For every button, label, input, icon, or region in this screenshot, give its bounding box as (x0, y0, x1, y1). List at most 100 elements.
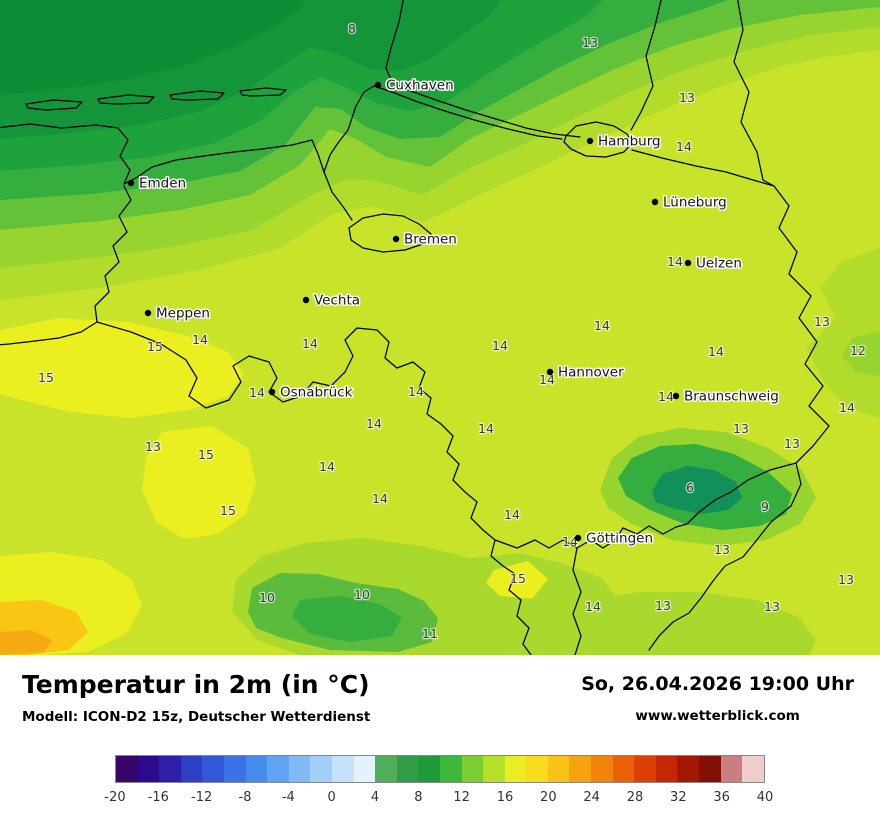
temperature-value: 13 (582, 35, 598, 50)
temperature-value: 14 (319, 459, 335, 474)
city-label: Hamburg (598, 134, 661, 150)
region-13c-east (806, 248, 880, 418)
legend-tick-label: 28 (626, 789, 644, 805)
border-schleswig-holstein-east (630, 0, 662, 131)
legend-color-cell (591, 755, 613, 782)
border-harz (675, 462, 797, 528)
city-dot (144, 309, 152, 317)
legend-color-cell (223, 755, 246, 782)
legend-tick-label: -20 (104, 789, 126, 805)
legend-tick-label: 0 (327, 789, 336, 805)
temperature-value: 14 (302, 336, 318, 351)
city-marker-uelzen: Uelzen (684, 254, 743, 273)
legend-color-cell (699, 755, 721, 782)
city-label: Vechta (314, 293, 360, 309)
legend-color-cell (310, 755, 332, 782)
legend-tick-label: -16 (147, 789, 169, 805)
legend-color-cell (245, 755, 268, 782)
temperature-value: 12 (850, 343, 866, 358)
city-markers-layer: Cuxhaven Emden Hamburg Lüneburg Bremen Uelzen… (127, 76, 780, 548)
temperature-value: 14 (408, 384, 424, 399)
region-9c-south (292, 596, 402, 642)
legend-tick-label: 36 (713, 789, 730, 805)
legend-color-cell (288, 755, 311, 782)
island-1 (25, 99, 83, 111)
city-marker-hannover: Hannover (546, 363, 626, 382)
legend-color-cell (267, 755, 289, 782)
legend-tick-label: 24 (583, 789, 600, 805)
temperature-value: 10 (354, 587, 370, 602)
border-weser-estuary (323, 171, 353, 221)
city-label: Göttingen (586, 531, 653, 547)
color-legend: -20 -16 -12 -8 -4 0 4 8 12 16 20 24 28 32 36 40 (104, 754, 773, 808)
region-12c-east (842, 332, 880, 376)
temperature-value: 14 (708, 344, 724, 359)
legend-tick-label: 4 (370, 789, 380, 805)
legend-color-cell (439, 755, 462, 782)
temperature-value: 15 (147, 339, 163, 354)
city-dot (392, 235, 400, 243)
temperature-value: 8 (348, 21, 356, 36)
city-dot (127, 179, 135, 187)
region-13c-southeast (560, 592, 816, 655)
legend-color-cell (483, 755, 505, 782)
map-area: 8 13 13 14 14 13 12 14 15 15 14 14 14 14 14 14 14 13 13 14 1… (0, 0, 880, 655)
legend-tick-label: 32 (670, 789, 687, 805)
temperature-field (0, 0, 880, 655)
island-2 (97, 94, 155, 105)
legend-color-cell (634, 755, 656, 782)
legend-color-cell (742, 755, 764, 782)
border-east (733, 0, 830, 464)
legend-tick-label: -8 (238, 789, 252, 805)
legend-color-cell (504, 755, 527, 782)
legend-tick-row: -20 -16 -12 -8 -4 0 4 8 12 16 20 24 28 32 36 40 (104, 789, 773, 808)
temperature-value: 15 (220, 503, 236, 518)
city-dot (302, 296, 310, 304)
temperature-value: 14 (839, 400, 855, 415)
city-dot (574, 534, 582, 542)
temperature-value: 13 (145, 439, 161, 454)
temperature-value: 13 (784, 436, 800, 451)
city-marker-braunschweig: Braunschweig (672, 387, 780, 406)
region-6c-harz (652, 466, 742, 514)
border-elbe-north-bank (385, 0, 581, 138)
city-dot (268, 388, 276, 396)
city-label: Meppen (156, 306, 210, 322)
legend-color-cell (526, 755, 548, 782)
temperature-value: 14 (478, 421, 494, 436)
temperature-value: 13 (838, 572, 854, 587)
legend-color-cell (137, 755, 160, 782)
temperature-value: 14 (372, 491, 388, 506)
temperature-value: 13 (814, 314, 830, 329)
datetime-block: So, 26.04.2026 19:00 Uhr www.wetterblick… (581, 673, 858, 724)
temperature-value: 14 (667, 254, 683, 269)
website-link[interactable]: www.wetterblick.com (635, 708, 800, 724)
info-bar: Temperatur in 2m (in °C) Modell: ICON-D2… (0, 655, 880, 725)
city-marker-vechta: Vechta (302, 291, 362, 310)
legend-color-cell (612, 755, 635, 782)
city-label: Emden (139, 176, 186, 192)
legend-color-cell (655, 755, 678, 782)
border-southeast (648, 462, 802, 651)
temperature-value: 13 (655, 598, 671, 613)
city-label: Osnabrück (280, 385, 353, 401)
temperature-value: 14 (539, 372, 555, 387)
city-marker-meppen: Meppen (144, 304, 211, 323)
city-marker-bremen: Bremen (392, 230, 458, 249)
region-6c-corner (0, 0, 306, 95)
legend-color-bar (115, 754, 765, 783)
temperature-value: 6 (686, 480, 694, 495)
border-elbe-southeast (631, 149, 775, 187)
region-15c-southwest (142, 426, 256, 539)
border-coastline (0, 85, 563, 185)
legend-tick-label: 40 (756, 789, 774, 805)
border-nrw-hesse (96, 321, 532, 655)
city-marker-gttingen: Göttingen (574, 529, 655, 548)
city-dot (586, 137, 594, 145)
city-marker-emden: Emden (127, 174, 188, 193)
city-dot (651, 198, 659, 206)
temperature-value: 10 (259, 590, 275, 605)
temperature-value: 13 (733, 421, 749, 436)
border-hamburg (563, 121, 633, 158)
